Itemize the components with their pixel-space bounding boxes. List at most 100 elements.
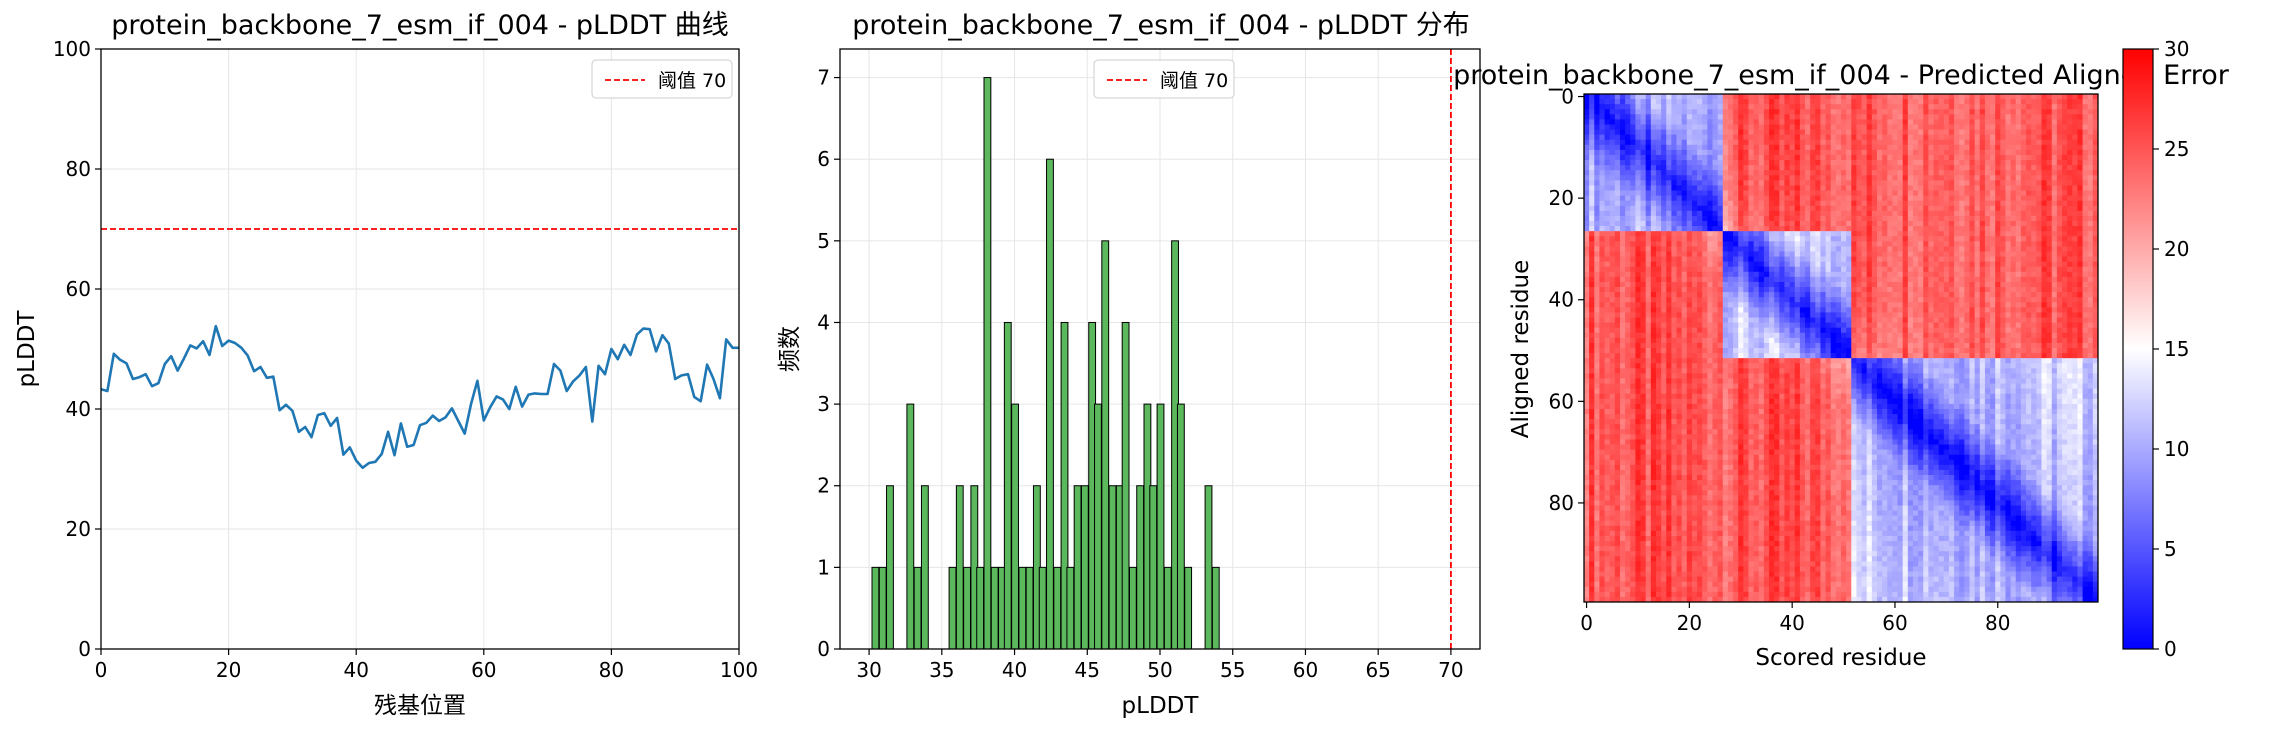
pae-heatmap-cell: [1876, 124, 1883, 130]
pae-heatmap-cell: [1815, 312, 1821, 318]
pae-heatmap-cell: [1774, 271, 1780, 278]
pae-heatmap-cell: [1820, 170, 1826, 176]
pae-heatmap-cell: [1769, 251, 1775, 257]
pae-heatmap-cell: [2051, 271, 2058, 278]
pae-heatmap-cell: [1861, 109, 1868, 115]
pae-heatmap-cell: [1650, 226, 1657, 232]
pae-heatmap-cell: [2062, 185, 2068, 191]
pae-heatmap-cell: [1681, 129, 1688, 136]
pae-heatmap-cell: [2067, 241, 2073, 247]
pae-heatmap-cell: [1676, 307, 1683, 313]
pae-heatmap-cell: [1640, 139, 1647, 146]
pae-heatmap-cell: [1825, 312, 1832, 318]
pae-heatmap-cell: [1769, 317, 1775, 323]
pae-heatmap-cell: [1686, 221, 1693, 227]
pae-heatmap-cell: [1959, 317, 1965, 323]
pae-heatmap-cell: [1758, 144, 1765, 151]
pae-heatmap-cell: [1594, 139, 1600, 146]
pae-heatmap-cell: [1964, 205, 1970, 212]
pae-heatmap-cell: [2072, 180, 2078, 186]
pae-heatmap-cell: [1825, 104, 1832, 110]
pae-heatmap-cell: [1943, 175, 1950, 181]
pae-heatmap-cell: [1974, 307, 1981, 313]
pae-heatmap-cell: [1655, 124, 1662, 130]
pae-heatmap-cell: [1974, 175, 1981, 181]
pae-heatmap-cell: [1748, 104, 1755, 110]
pae-heatmap-cell: [1835, 195, 1842, 202]
pae-heatmap-cell: [1635, 327, 1641, 334]
pae-heatmap-cell: [1841, 129, 1847, 136]
pae-heatmap-cell: [1954, 332, 1960, 339]
pae-heatmap-cell: [1769, 307, 1775, 313]
pae-heatmap-cell: [2077, 251, 2083, 257]
pae-heatmap-cell: [1871, 271, 1878, 278]
pae-heatmap-cell: [1841, 271, 1847, 278]
pae-heatmap-cell: [1830, 332, 1837, 339]
pae-heatmap-cell: [1717, 154, 1724, 161]
pae-heatmap-cell: [2000, 251, 2006, 257]
pae-heatmap-cell: [1609, 241, 1616, 247]
pae-heatmap-cell: [2036, 180, 2042, 186]
pae-heatmap-cell: [1954, 104, 1960, 110]
pae-heatmap-cell: [1702, 195, 1708, 202]
pae-heatmap-cell: [1912, 221, 1919, 227]
pae-heatmap-cell: [1671, 337, 1677, 344]
pae-heatmap-cell: [2041, 104, 2047, 110]
pae-heatmap-cell: [1815, 205, 1821, 212]
pae-heatmap-cell: [1876, 119, 1883, 125]
pae-heatmap-cell: [1686, 205, 1693, 212]
pae-heatmap-cell: [1733, 292, 1739, 298]
pae-heatmap-cell: [1743, 160, 1749, 166]
pae-heatmap-cell: [1815, 322, 1821, 329]
pae-heatmap-cell: [1912, 246, 1919, 252]
pae-heatmap-cell: [1630, 332, 1636, 339]
pae-heatmap-cell: [1815, 271, 1821, 278]
pae-heatmap-cell: [1763, 175, 1770, 181]
pae-heatmap-cell: [1630, 195, 1636, 202]
pae-heatmap-cell: [1614, 332, 1621, 339]
pae-heatmap-cell: [1686, 236, 1693, 242]
pae-heatmap-cell: [1866, 124, 1873, 130]
pae-heatmap-cell: [1918, 241, 1924, 247]
pae-heatmap-cell: [1738, 246, 1744, 252]
pae-heatmap-cell: [1856, 215, 1862, 222]
pae-heatmap-cell: [1676, 221, 1683, 227]
pae-heatmap-cell: [1599, 149, 1605, 156]
pae-heatmap-cell: [1614, 236, 1621, 242]
pae-heatmap-cell: [1635, 124, 1641, 130]
pae-heatmap-cell: [1712, 297, 1719, 303]
pae-heatmap-cell: [1650, 317, 1657, 323]
pae-heatmap-cell: [2067, 261, 2073, 268]
pae-heatmap-cell: [1630, 292, 1636, 298]
pae-heatmap-cell: [1769, 221, 1775, 227]
pae-heatmap-cell: [1933, 160, 1940, 166]
pae-heatmap-cell: [1594, 210, 1600, 217]
pae-heatmap-cell: [2005, 317, 2012, 323]
pae-heatmap-cell: [1599, 175, 1605, 181]
pae-heatmap-cell: [2072, 246, 2078, 252]
pae-heatmap-cell: [1907, 185, 1914, 191]
pae-heatmap-cell: [1748, 205, 1755, 212]
pae-heatmap-cell: [1912, 185, 1919, 191]
pae-heatmap-cell: [1589, 109, 1595, 115]
pae-heatmap-cell: [1866, 195, 1873, 202]
pae-heatmap-cell: [1630, 307, 1636, 313]
pae-heatmap-cell: [1794, 297, 1801, 303]
pae-heatmap-cell: [2015, 119, 2022, 125]
pae-heatmap-cell: [1789, 317, 1796, 323]
pae-heatmap-cell: [1717, 266, 1724, 273]
pae-heatmap-cell: [1671, 170, 1677, 176]
pae-heatmap-cell: [1655, 185, 1662, 191]
pae-heatmap-cell: [1599, 226, 1605, 232]
pae-heatmap-cell: [1779, 327, 1785, 334]
pae-heatmap-cell: [1763, 221, 1770, 227]
pae-heatmap-cell: [1650, 139, 1657, 146]
pae-heatmap-cell: [2020, 180, 2027, 186]
pae-heatmap-cell: [1907, 210, 1914, 217]
pae-heatmap-cell: [1748, 215, 1755, 222]
pae-heatmap-cell: [1902, 221, 1909, 227]
pae-heatmap-cell: [1938, 281, 1945, 288]
pae-heatmap-cell: [1599, 231, 1605, 237]
pae-heatmap-cell: [1974, 236, 1981, 242]
pae-heatmap-cell: [1774, 205, 1780, 212]
